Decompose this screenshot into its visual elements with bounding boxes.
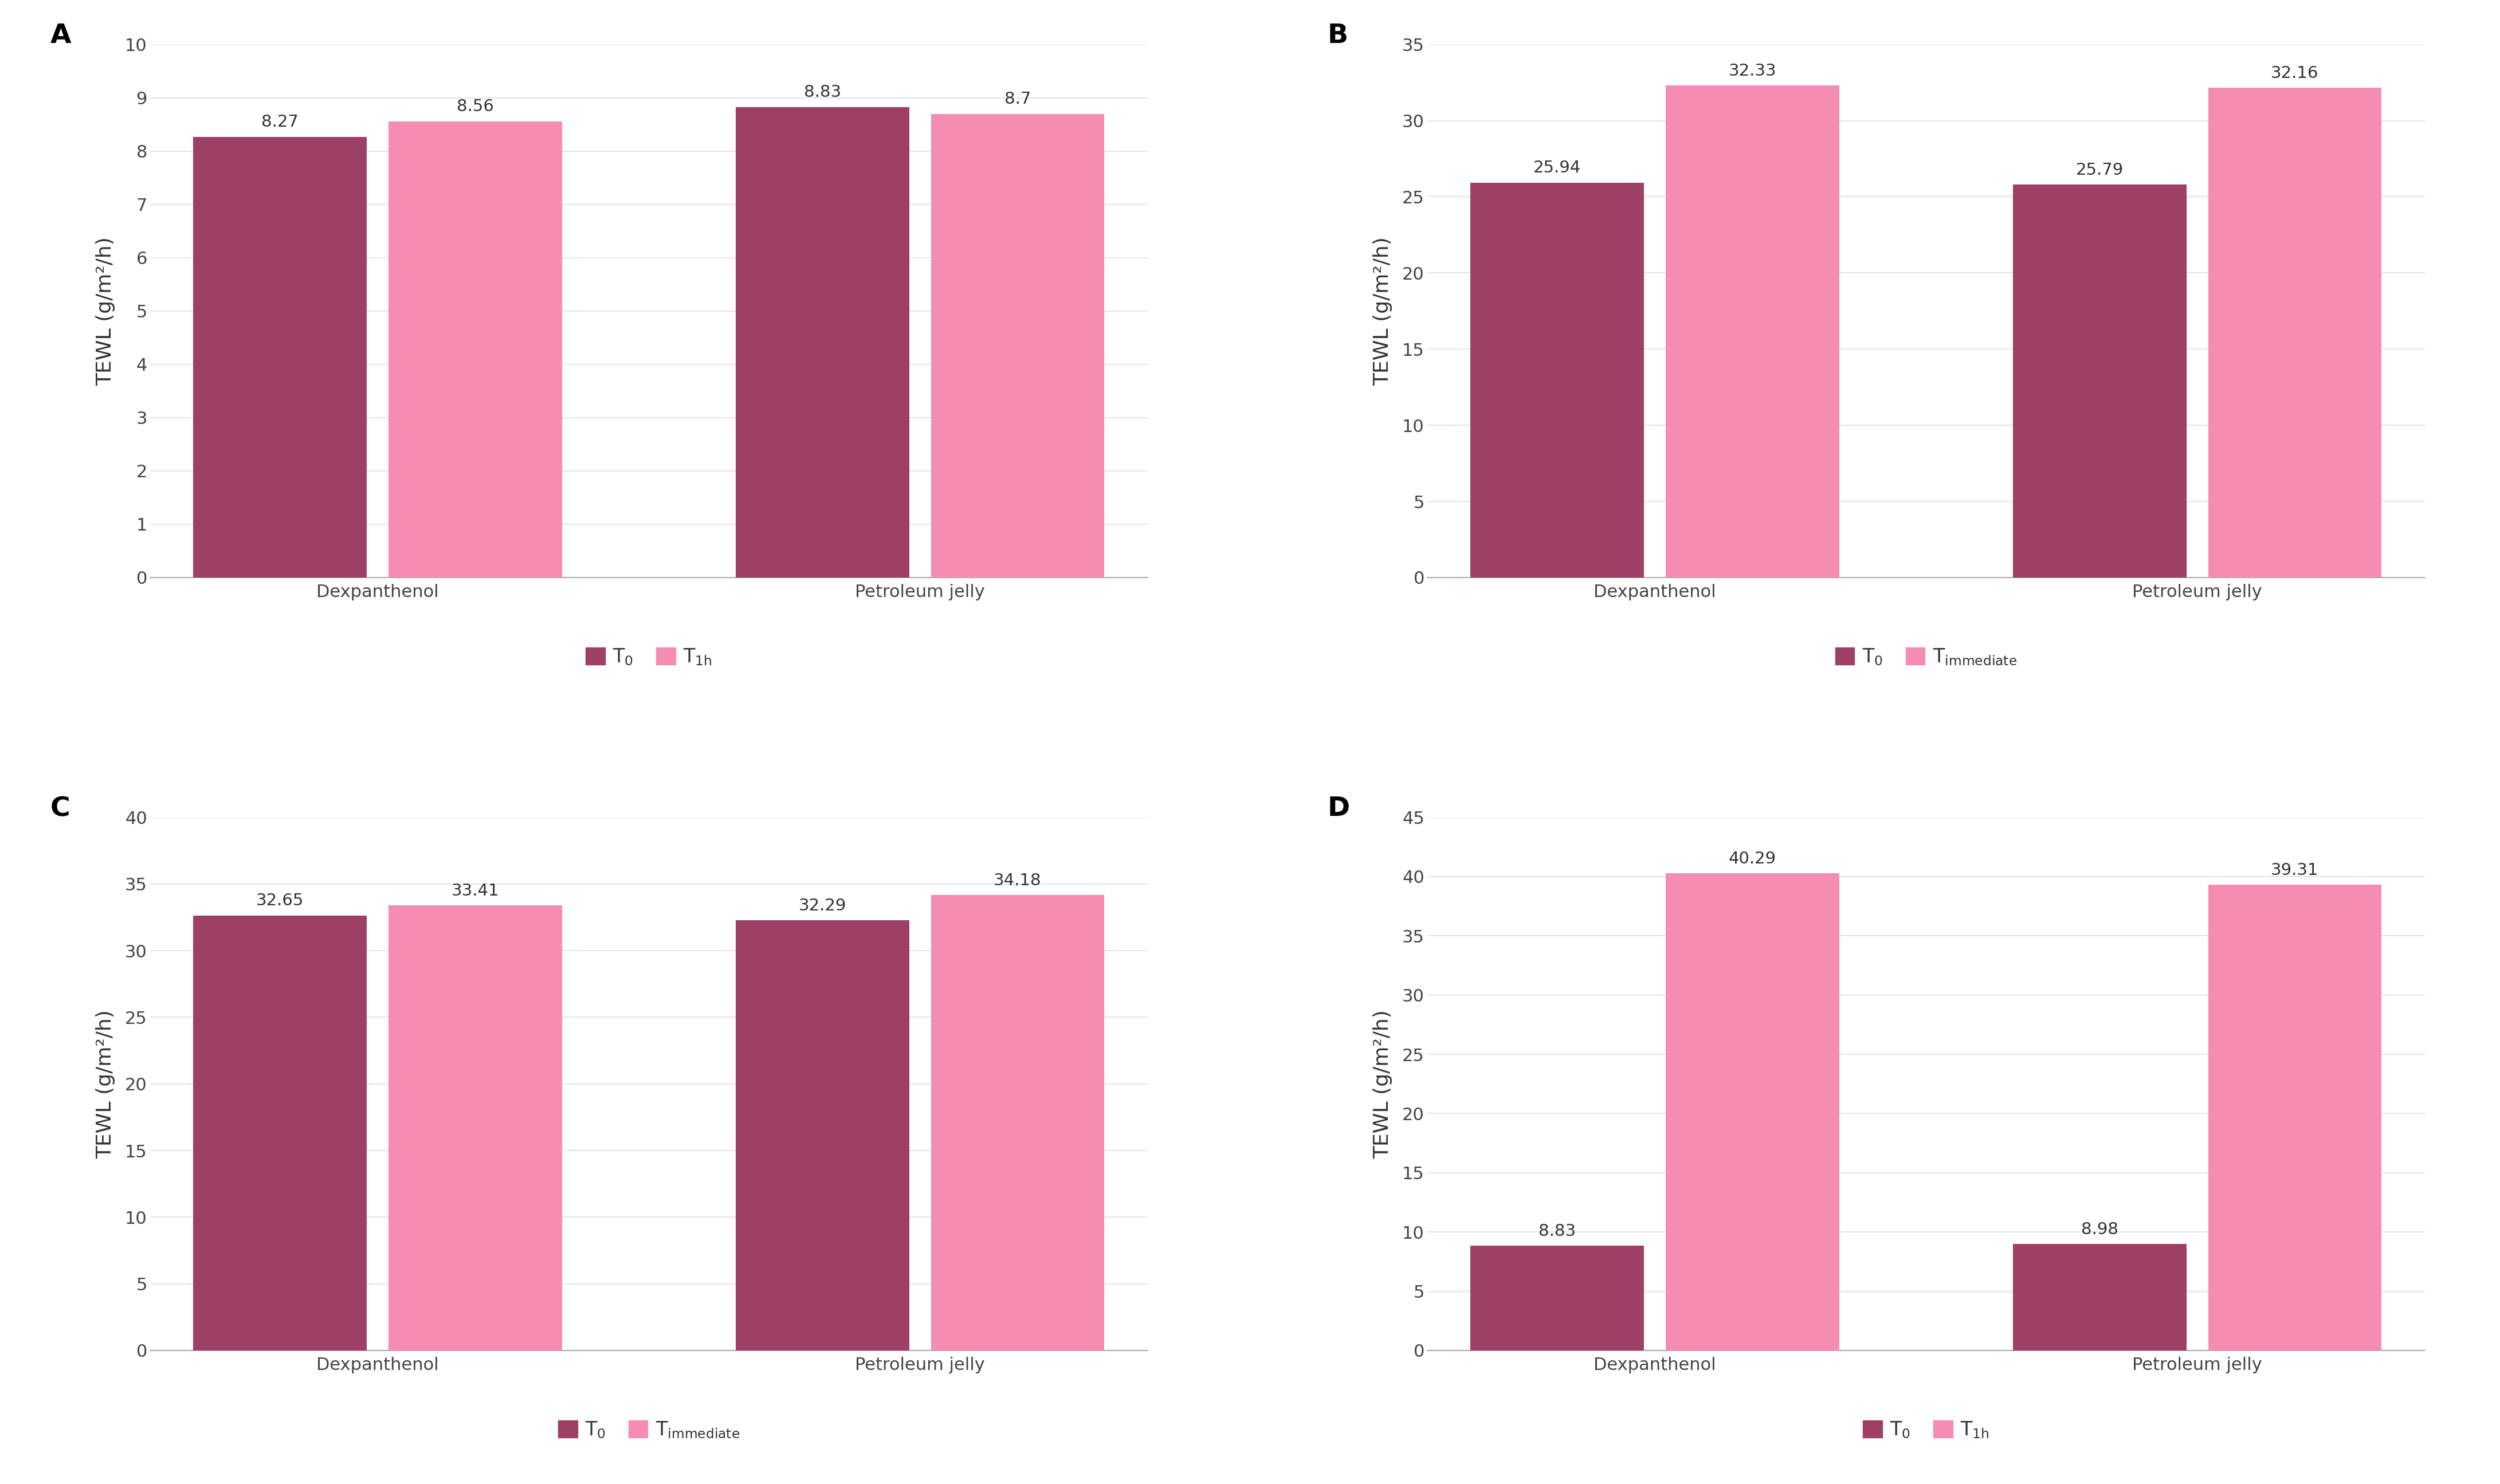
Bar bbox=[1470, 183, 1645, 577]
Legend: $\mathregular{T_0}$, $\mathregular{T_{immediate}}$: $\mathregular{T_0}$, $\mathregular{T_{im… bbox=[550, 1413, 748, 1447]
Bar bbox=[2208, 884, 2382, 1350]
Legend: $\mathregular{T_0}$, $\mathregular{T_{1h}}$: $\mathregular{T_0}$, $\mathregular{T_{1h… bbox=[578, 640, 720, 675]
Bar bbox=[1665, 873, 1840, 1350]
Text: 8.98: 8.98 bbox=[2080, 1221, 2117, 1238]
Bar bbox=[930, 114, 1105, 577]
Bar bbox=[1470, 1247, 1645, 1350]
Text: 40.29: 40.29 bbox=[1727, 850, 1777, 867]
Text: 39.31: 39.31 bbox=[2270, 862, 2320, 879]
Text: 8.83: 8.83 bbox=[1537, 1223, 1575, 1239]
Text: A: A bbox=[50, 24, 70, 49]
Text: D: D bbox=[1328, 795, 1350, 822]
Bar bbox=[192, 916, 367, 1350]
Text: 8.83: 8.83 bbox=[805, 85, 840, 101]
Text: B: B bbox=[1328, 24, 1348, 49]
Bar bbox=[2012, 186, 2188, 577]
Text: 32.33: 32.33 bbox=[1727, 62, 1777, 79]
Text: 33.41: 33.41 bbox=[452, 883, 500, 899]
Text: 25.79: 25.79 bbox=[2075, 162, 2122, 178]
Legend: $\mathregular{T_0}$, $\mathregular{T_{immediate}}$: $\mathregular{T_0}$, $\mathregular{T_{im… bbox=[1828, 640, 2025, 675]
Y-axis label: TEWL (g/m²/h): TEWL (g/m²/h) bbox=[1372, 236, 1392, 386]
Y-axis label: TEWL (g/m²/h): TEWL (g/m²/h) bbox=[95, 1009, 115, 1159]
Text: 8.56: 8.56 bbox=[457, 99, 495, 114]
Bar bbox=[930, 895, 1105, 1350]
Bar bbox=[2012, 1244, 2188, 1350]
Text: C: C bbox=[50, 795, 70, 822]
Bar bbox=[735, 920, 910, 1350]
Text: 34.18: 34.18 bbox=[992, 873, 1042, 889]
Legend: $\mathregular{T_0}$, $\mathregular{T_{1h}}$: $\mathregular{T_0}$, $\mathregular{T_{1h… bbox=[1855, 1413, 1998, 1447]
Bar bbox=[387, 905, 562, 1350]
Text: 8.27: 8.27 bbox=[262, 114, 298, 131]
Bar bbox=[192, 137, 367, 577]
Text: 32.65: 32.65 bbox=[257, 893, 305, 910]
Bar bbox=[387, 122, 562, 577]
Y-axis label: TEWL (g/m²/h): TEWL (g/m²/h) bbox=[1372, 1009, 1392, 1159]
Y-axis label: TEWL (g/m²/h): TEWL (g/m²/h) bbox=[95, 236, 115, 386]
Bar bbox=[1665, 85, 1840, 577]
Bar bbox=[2208, 88, 2382, 577]
Text: 8.7: 8.7 bbox=[1005, 92, 1030, 107]
Text: 32.29: 32.29 bbox=[798, 898, 848, 914]
Text: 25.94: 25.94 bbox=[1532, 160, 1580, 177]
Text: 32.16: 32.16 bbox=[2270, 65, 2320, 82]
Bar bbox=[735, 107, 910, 577]
